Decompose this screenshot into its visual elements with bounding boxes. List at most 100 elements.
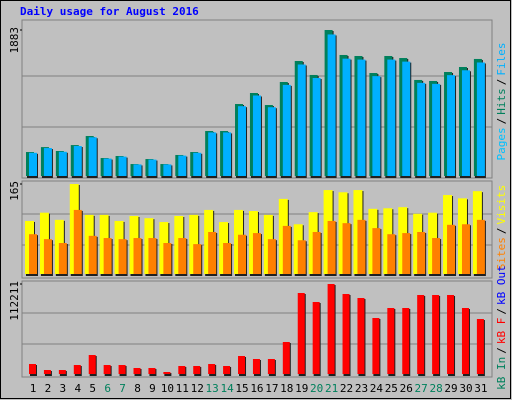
bar	[103, 364, 111, 374]
bar	[357, 59, 366, 177]
x-tick-label: 28	[429, 382, 442, 395]
bar	[133, 367, 141, 374]
bar	[372, 228, 381, 274]
legend-entry: Files	[495, 43, 508, 76]
bar	[208, 132, 217, 176]
chart-title: Daily usage for August 2016	[20, 5, 199, 18]
x-tick-label: 22	[340, 382, 353, 395]
bar	[88, 354, 96, 374]
bar	[193, 244, 202, 274]
bar	[282, 341, 290, 374]
x-tick-label: 15	[235, 382, 248, 395]
x-tick-label: 21	[325, 382, 338, 395]
x-tick-label: 11	[176, 382, 189, 395]
bar	[402, 61, 411, 177]
bar	[476, 219, 485, 274]
y-tick-label: 112211	[8, 281, 21, 321]
bar	[417, 231, 426, 274]
bar	[252, 358, 260, 374]
bar	[267, 358, 275, 374]
legend-separator: /	[495, 118, 508, 125]
bar	[461, 307, 469, 374]
bar	[297, 240, 306, 274]
x-tick-label: 23	[355, 382, 368, 395]
bar	[342, 223, 351, 274]
bar	[238, 355, 246, 374]
y-tick-label: 1883	[8, 27, 21, 54]
bar	[208, 363, 216, 374]
bar	[29, 152, 37, 176]
bar	[133, 238, 142, 274]
legend-separator: /	[495, 79, 508, 86]
x-tick-label: 30	[459, 382, 472, 395]
x-tick-label: 6	[104, 382, 111, 395]
bar	[43, 148, 52, 176]
bar	[402, 307, 410, 374]
x-tick-label: 20	[310, 382, 323, 395]
bar	[402, 233, 411, 274]
x-tick-label: 29	[444, 382, 457, 395]
bar	[312, 301, 320, 374]
bar	[447, 294, 455, 374]
bar	[88, 137, 97, 176]
x-tick-label: 14	[220, 382, 234, 395]
bar	[163, 164, 172, 176]
bar	[238, 106, 247, 176]
legend: Sites / Visits	[495, 185, 508, 271]
bar	[327, 284, 335, 374]
bar-shadow	[164, 372, 172, 376]
x-tick-label: 2	[45, 382, 52, 395]
bar	[43, 370, 51, 374]
bar	[178, 155, 187, 176]
bar	[148, 238, 157, 274]
bar	[178, 365, 186, 374]
bar	[29, 363, 36, 374]
bar	[327, 34, 336, 176]
x-tick-label: 19	[295, 382, 308, 395]
bar	[193, 152, 202, 176]
x-tick-label: 17	[265, 382, 278, 395]
bar	[29, 234, 37, 274]
bar	[417, 82, 426, 176]
bar	[282, 84, 291, 176]
legend: kB In / kB F / kB Out	[495, 265, 508, 390]
bar	[432, 238, 441, 274]
bar	[73, 364, 81, 374]
bar	[461, 70, 470, 176]
bar	[461, 224, 470, 274]
legend: Pages / Hits / Files	[495, 43, 508, 161]
bar	[73, 209, 82, 274]
bar	[148, 159, 157, 176]
bar	[327, 220, 336, 274]
x-tick-label: 31	[474, 382, 487, 395]
legend-entry: kB In	[495, 357, 508, 390]
legend-entry: Pages	[495, 127, 508, 160]
bar	[43, 239, 52, 274]
x-tick-label: 10	[161, 382, 174, 395]
bar	[342, 294, 350, 374]
bar	[208, 231, 217, 274]
bar	[163, 243, 172, 274]
bar	[372, 76, 381, 176]
bar	[118, 239, 127, 274]
x-tick-label: 9	[149, 382, 156, 395]
x-tick-label: 4	[74, 382, 81, 395]
bar	[223, 132, 232, 176]
bar	[357, 219, 366, 274]
x-tick-label: 16	[250, 382, 263, 395]
bar	[357, 297, 365, 374]
bar	[58, 370, 66, 374]
legend-entry: Sites	[495, 237, 508, 270]
x-tick-label: 18	[280, 382, 293, 395]
bar	[58, 243, 67, 274]
bar	[312, 231, 321, 274]
legend-entry: kB Out	[495, 265, 508, 305]
bar	[387, 234, 396, 274]
legend-separator: /	[495, 347, 508, 354]
legend-entry: kB F	[495, 318, 508, 345]
bar	[312, 78, 321, 176]
bar	[432, 83, 441, 176]
bar	[387, 59, 396, 177]
bar	[103, 238, 112, 274]
